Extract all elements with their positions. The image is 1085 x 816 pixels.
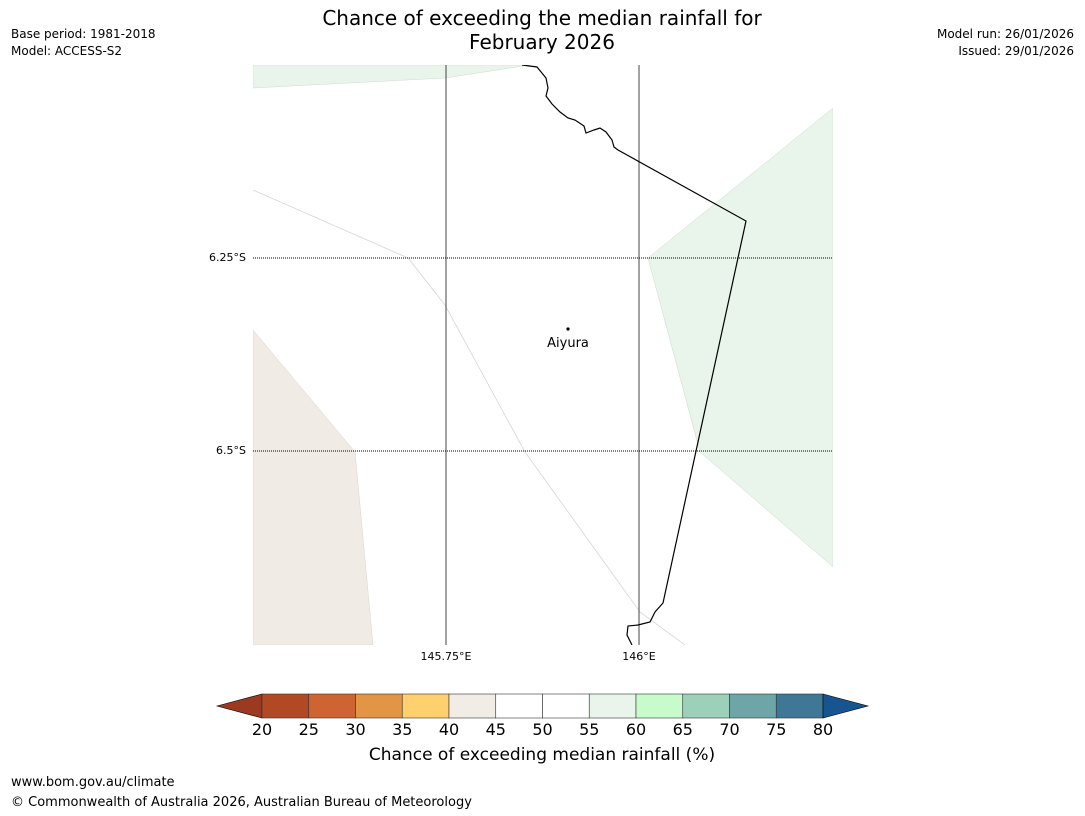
colorbar-extend-high <box>822 693 870 719</box>
colorbar-segment <box>448 693 497 719</box>
rainfall-map <box>253 65 833 645</box>
colorbar-tick-label: 80 <box>812 720 834 739</box>
map-title: Chance of exceeding the median rainfall … <box>242 6 842 54</box>
colorbar-tick-label: 65 <box>672 720 693 739</box>
colorbar-segment <box>588 693 637 719</box>
colorbar-tick-label: 60 <box>625 720 647 739</box>
colorbar-segment <box>682 693 730 719</box>
aiyura-marker <box>566 327 570 331</box>
colorbar-tick-label: 40 <box>438 720 460 739</box>
lat-label-6-25: 6.25°S <box>209 251 246 264</box>
colorbar-tick-label: 50 <box>532 720 553 739</box>
region-above-60-top <box>253 65 531 89</box>
colorbar-segment <box>542 693 590 719</box>
colorbar-tick-label: 30 <box>345 720 366 739</box>
model-text: Model: ACCESS-S2 <box>11 44 123 58</box>
colorbar <box>215 693 870 719</box>
region-below-40-left <box>253 329 374 645</box>
colorbar-segment <box>308 693 356 719</box>
issued-text: Issued: 29/01/2026 <box>958 44 1074 58</box>
place-label-aiyura: Aiyura <box>547 336 589 351</box>
region-above-60-right <box>647 107 833 568</box>
lat-label-6-5: 6.5°S <box>216 444 246 457</box>
colorbar-tick-label: 20 <box>251 720 273 739</box>
colorbar-extend-low <box>215 693 263 719</box>
colorbar-segment <box>355 693 403 719</box>
colorbar-segment <box>635 693 684 719</box>
metadata-left: Base period: 1981-2018 Model: ACCESS-S2 <box>11 26 156 60</box>
colorbar-tick-label: 70 <box>719 720 740 739</box>
colorbar-tick-label: 75 <box>766 720 787 739</box>
lon-label-146: 146°E <box>622 650 656 663</box>
colorbar-segment <box>495 693 543 719</box>
metadata-right: Model run: 26/01/2026 Issued: 29/01/2026 <box>937 26 1074 60</box>
copyright-text: © Commonwealth of Australia 2026, Austra… <box>11 795 472 810</box>
colorbar-tick-label: 25 <box>298 720 319 739</box>
colorbar-label: Chance of exceeding median rainfall (%) <box>368 745 716 765</box>
colorbar-segment <box>775 693 824 719</box>
title-line-2: February 2026 <box>469 30 615 54</box>
contour-line <box>253 189 686 645</box>
website-text: www.bom.gov.au/climate <box>11 775 175 790</box>
model-run-text: Model run: 26/01/2026 <box>936 27 1074 41</box>
colorbar-tick-label: 45 <box>485 720 506 739</box>
colorbar-segment <box>401 693 450 719</box>
lon-label-145-75: 145.75°E <box>420 650 472 663</box>
colorbar-tick-label: 55 <box>579 720 600 739</box>
base-period-text: Base period: 1981-2018 <box>11 27 156 41</box>
province-border <box>521 65 747 645</box>
colorbar-tick-label: 35 <box>392 720 413 739</box>
colorbar-segment <box>729 693 777 719</box>
title-line-1: Chance of exceeding the median rainfall … <box>322 6 762 30</box>
colorbar-segment <box>261 693 310 719</box>
